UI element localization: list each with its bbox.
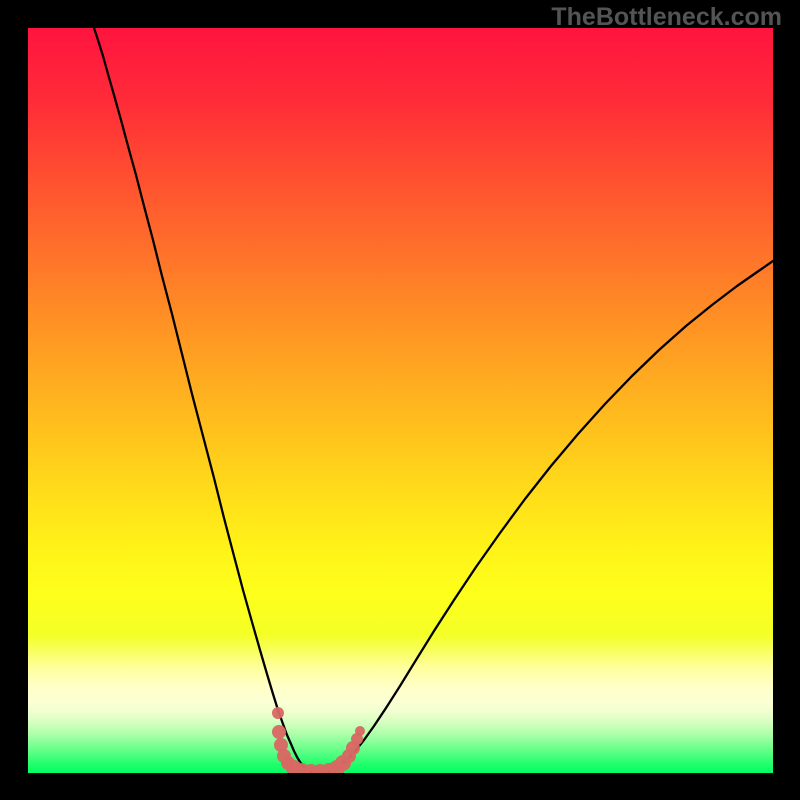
- gradient-background: [28, 28, 773, 773]
- plot-area: [28, 28, 773, 773]
- watermark-text: TheBottleneck.com: [551, 3, 782, 32]
- chart-container: TheBottleneck.com: [0, 0, 800, 800]
- marker-dot: [355, 726, 365, 736]
- marker-dot: [272, 707, 284, 719]
- marker-dot: [272, 725, 286, 739]
- chart-svg: [28, 28, 773, 773]
